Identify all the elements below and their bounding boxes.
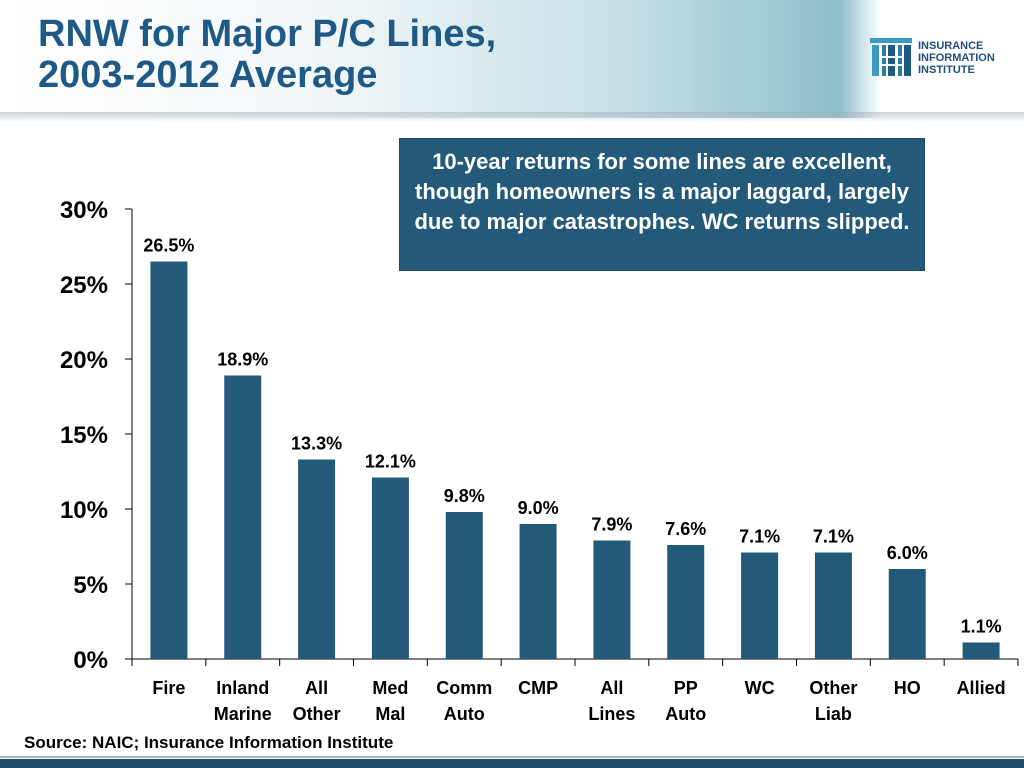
page-title: RNW for Major P/C Lines, 2003-2012 Avera… <box>38 14 496 96</box>
category-label: Liab <box>815 704 852 724</box>
category-label: All <box>600 678 623 698</box>
iii-logo: INSURANCE INFORMATION INSTITUTE <box>868 36 1018 82</box>
header-band <box>0 0 1024 118</box>
category-label: Allied <box>957 678 1006 698</box>
category-label: Mal <box>375 704 405 724</box>
logo-text: INSURANCE INFORMATION INSTITUTE <box>918 40 995 76</box>
category-label: Auto <box>444 704 485 724</box>
bar <box>888 569 926 659</box>
footer-line <box>0 756 1024 758</box>
data-label: 7.9% <box>591 515 632 535</box>
bar <box>667 545 705 659</box>
bar <box>298 459 336 659</box>
data-label: 1.1% <box>961 617 1002 637</box>
bar <box>224 375 262 659</box>
data-label: 9.8% <box>444 486 485 506</box>
data-label: 12.1% <box>365 452 416 472</box>
data-label: 26.5% <box>143 236 194 256</box>
y-tick-label: 25% <box>60 272 108 299</box>
bar <box>445 512 483 659</box>
y-tick-label: 10% <box>60 497 108 524</box>
logo-line-3: INSTITUTE <box>918 64 975 76</box>
category-label: Other <box>809 678 857 698</box>
y-tick-label: 20% <box>60 347 108 374</box>
iii-logo-icon <box>870 38 912 76</box>
bar <box>371 477 409 659</box>
category-label: WC <box>745 678 775 698</box>
category-label: HO <box>894 678 921 698</box>
category-label: PP <box>674 678 698 698</box>
data-label: 9.0% <box>518 498 559 518</box>
category-label: Inland <box>216 678 269 698</box>
data-label: 7.1% <box>813 527 854 547</box>
bar <box>814 552 852 659</box>
title-line-1: RNW for Major P/C Lines, <box>38 13 497 55</box>
data-label: 13.3% <box>291 434 342 454</box>
bar <box>150 261 188 659</box>
y-tick-label: 15% <box>60 422 108 449</box>
y-tick-label: 0% <box>73 647 108 674</box>
logo-line-1: INSURANCE <box>918 40 984 52</box>
category-label: Other <box>293 704 341 724</box>
source-note: Source: NAIC; Insurance Information Inst… <box>24 733 394 752</box>
header-shadow <box>0 112 1024 122</box>
category-label: Comm <box>436 678 492 698</box>
title-line-2: 2003-2012 Average <box>38 54 378 96</box>
bar <box>962 642 1000 659</box>
category-label: Auto <box>665 704 706 724</box>
category-label: CMP <box>518 678 558 698</box>
bar <box>519 524 557 659</box>
callout-box: 10-year returns for some lines are excel… <box>399 138 925 271</box>
category-label: Med <box>372 678 408 698</box>
data-label: 18.9% <box>217 350 268 370</box>
category-label: All <box>305 678 328 698</box>
data-label: 7.6% <box>665 519 706 539</box>
category-label: Fire <box>152 678 185 698</box>
bar <box>741 552 779 659</box>
y-tick-label: 30% <box>60 197 108 224</box>
y-tick-label: 5% <box>73 572 108 599</box>
category-label: Lines <box>588 704 635 724</box>
footer-bar <box>0 759 1024 768</box>
bar <box>593 540 631 659</box>
data-label: 6.0% <box>887 543 928 563</box>
data-label: 7.1% <box>739 527 780 547</box>
category-label: Marine <box>214 704 272 724</box>
logo-line-2: INFORMATION <box>918 52 995 64</box>
